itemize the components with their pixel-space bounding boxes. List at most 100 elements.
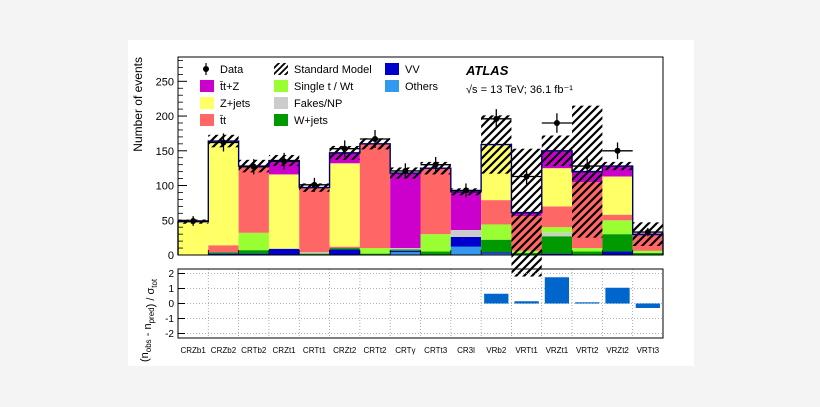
bar-segment [359, 248, 391, 254]
bar-segment [238, 253, 269, 255]
data-point [220, 139, 227, 146]
bar-segment [268, 248, 300, 255]
legend-label: t̄t [219, 115, 226, 127]
data-point [372, 135, 379, 142]
category-label: VRb2 [486, 346, 507, 355]
legend-swatch [200, 114, 214, 126]
bar-segment [450, 191, 482, 230]
bar-segment [602, 176, 633, 215]
data-point [311, 181, 318, 188]
bar-segment [208, 253, 239, 255]
bar-segment [572, 251, 603, 255]
bar-segment [481, 253, 512, 255]
legend-swatch [274, 97, 288, 109]
bar-segment [268, 174, 300, 249]
data-point [432, 161, 439, 168]
category-label: VRZt1 [546, 346, 569, 355]
bar-segment [481, 200, 512, 225]
bar-segment [481, 224, 512, 240]
data-point [250, 163, 257, 170]
category-label: CRTt2 [364, 346, 388, 355]
energy-lumi-label: √s = 13 TeV; 36.1 fb⁻¹ [466, 84, 573, 96]
significance-bar [605, 287, 630, 304]
bar-segment [238, 232, 269, 251]
atlas-plot: 0 50 100 150 200 250 Number of events -2 -1 0 1 2 C… [131, 56, 664, 362]
data-point [584, 163, 591, 170]
bar-segment [541, 227, 573, 233]
atlas-label: ATLAS [465, 63, 509, 78]
ratio-y-axis-title: (nobs - npred) / σtot [139, 278, 159, 362]
bar-segment [602, 214, 633, 221]
y-axis-title: Number of events [131, 57, 145, 152]
ratio-y-tick-label: -1 [165, 314, 174, 325]
bar-segment [359, 253, 391, 255]
category-label: CRTb2 [241, 346, 267, 355]
data-point [644, 229, 651, 236]
figure-panel: 0 50 100 150 200 250 Number of events -2 -1 0 1 2 C… [128, 40, 694, 366]
bar-segment [602, 251, 633, 255]
ratio-y-tick-label: -2 [165, 329, 174, 340]
y-tick-label: 250 [156, 76, 174, 88]
bar-segment [420, 251, 451, 255]
category-label: CRTt1 [303, 346, 327, 355]
ratio-y-tick-label: 1 [168, 284, 174, 295]
data-point [281, 158, 288, 165]
bar-segment [299, 187, 330, 253]
legend-swatch [274, 80, 288, 92]
bar-segment [208, 141, 239, 246]
bar-segment [329, 248, 360, 250]
legend: Data Standard Model VV t̄t+Z Single t / Wt Ot… [200, 63, 439, 127]
category-label: CRZt1 [273, 346, 297, 355]
data-point [190, 217, 197, 224]
legend-swatch [385, 63, 399, 75]
bar-segment [329, 249, 360, 255]
legend-label: Standard Model [294, 64, 372, 76]
ratio-y-tick-label: 0 [168, 299, 174, 310]
significance-bar [484, 293, 509, 304]
bar-segment [541, 236, 573, 254]
y-tick-label: 150 [156, 146, 174, 158]
legend-hatch-swatch [274, 63, 288, 75]
bar-segment [602, 234, 633, 252]
y-tick-label: 50 [162, 215, 174, 227]
data-point [402, 167, 409, 174]
bar-segment [390, 252, 421, 255]
category-label: CRTt3 [424, 346, 448, 355]
data-point [341, 145, 348, 152]
bar-segment [541, 253, 573, 255]
bar-segment [632, 250, 663, 253]
bar-segment [390, 173, 421, 249]
y-tick-label: 100 [156, 181, 174, 193]
data-point [614, 147, 621, 154]
y-tick-label: 0 [168, 250, 174, 262]
category-label: VRZt2 [606, 346, 629, 355]
bar-segment [208, 252, 239, 254]
category-label: CRZt2 [333, 346, 357, 355]
ratio-y-tick-label: 2 [168, 269, 174, 280]
category-label: CRZb2 [211, 346, 237, 355]
category-label: CRZb1 [180, 346, 206, 355]
legend-swatch [385, 80, 399, 92]
bar-segment [481, 239, 512, 253]
legend-label: Fakes/NP [294, 98, 342, 110]
legend-swatch [274, 114, 288, 126]
bar-segment [208, 245, 239, 253]
significance-bar [575, 302, 600, 304]
data-point [462, 187, 469, 194]
bar-segment [390, 248, 421, 250]
bar-segment [450, 246, 482, 255]
bar-segment [238, 250, 269, 254]
atlas-annotation: ATLAS √s = 13 TeV; 36.1 fb⁻¹ [465, 63, 573, 96]
data-point [523, 173, 530, 180]
y-tick-label: 200 [156, 111, 174, 123]
bar-segment [390, 249, 421, 251]
significance-bar [544, 277, 570, 304]
bar-segment [602, 220, 633, 235]
significance-bar [635, 303, 660, 308]
category-label: CR3l [457, 346, 475, 355]
bar-segment [329, 163, 360, 247]
legend-label: W+jets [294, 115, 328, 127]
bar-segment [450, 229, 482, 237]
bar-segment [299, 252, 330, 254]
legend-label: Others [405, 81, 439, 93]
